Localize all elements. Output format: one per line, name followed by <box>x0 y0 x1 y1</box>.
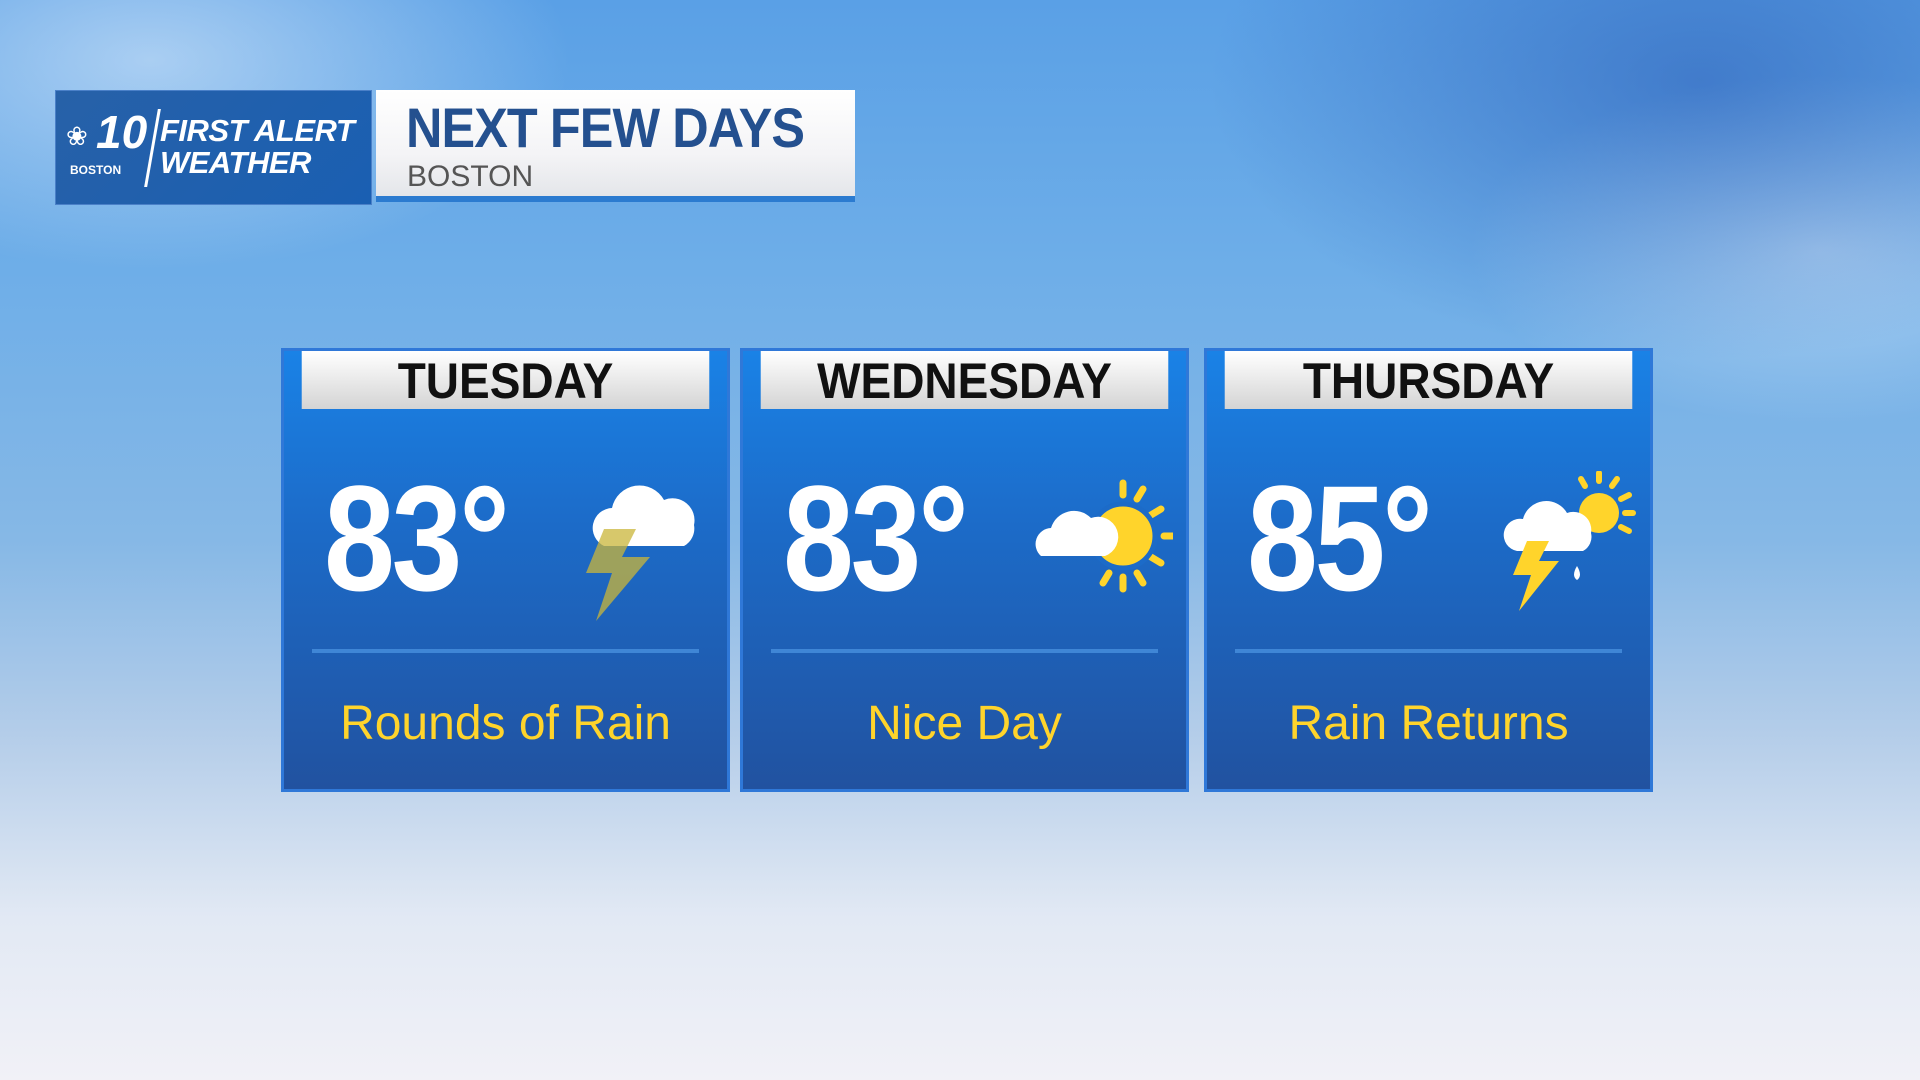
forecast-card-tuesday: TUESDAY 83° Rounds of Rain <box>281 348 730 792</box>
temperature: 83° <box>324 454 510 622</box>
station-logo: ❀ 10 BOSTON FIRST ALERT WEATHER <box>55 90 372 205</box>
peacock-icon: ❀ <box>66 121 88 151</box>
forecast-description: Rain Returns <box>1288 697 1569 750</box>
day-label: THURSDAY <box>1224 351 1633 409</box>
sun-thunderstorm-rain-icon <box>1503 471 1636 611</box>
page-subtitle: BOSTON <box>407 160 534 193</box>
day-label: WEDNESDAY <box>760 351 1169 409</box>
logo-city: BOSTON <box>70 163 122 177</box>
partly-sunny-icon <box>1035 479 1173 593</box>
page-title: NEXT FEW DAYS <box>406 96 805 159</box>
day-label: TUESDAY <box>301 351 710 409</box>
divider <box>1235 649 1622 653</box>
divider <box>771 649 1158 653</box>
temperature: 83° <box>783 454 969 622</box>
forecast-card-wednesday: WEDNESDAY 83° Nice Day <box>740 348 1189 792</box>
forecast-description: Rounds of Rain <box>340 697 671 750</box>
forecast-card-thursday: THURSDAY 85° Rain Returns <box>1204 348 1653 792</box>
title-box: NEXT FEW DAYS BOSTON <box>376 90 855 202</box>
temperature: 85° <box>1247 454 1433 622</box>
thunderstorm-icon <box>586 485 695 621</box>
forecast-description: Nice Day <box>867 697 1062 750</box>
logo-channel: 10 <box>96 106 148 158</box>
divider <box>312 649 699 653</box>
logo-brand: FIRST ALERT WEATHER <box>160 113 355 180</box>
